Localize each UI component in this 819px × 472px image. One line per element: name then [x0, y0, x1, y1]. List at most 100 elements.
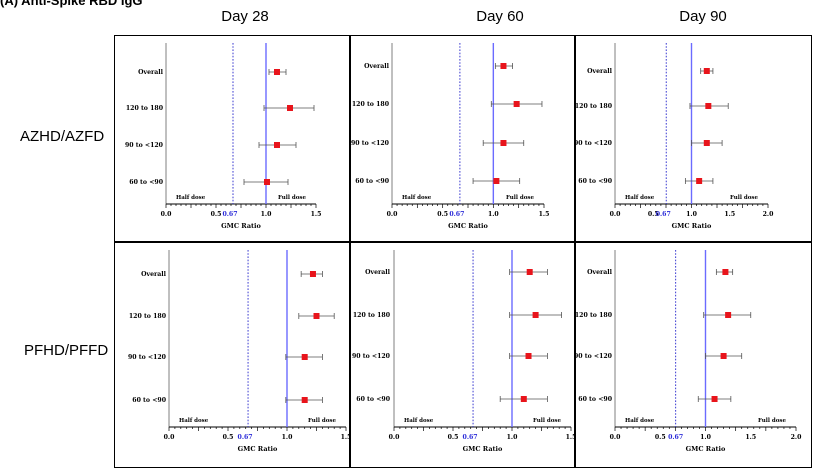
point-estimate — [274, 142, 280, 148]
point-estimate — [309, 271, 316, 277]
threshold-label: 0.67 — [449, 211, 464, 218]
category-label: 90 to <120 — [574, 140, 613, 147]
column-header-day-90: Day 90 — [679, 8, 727, 25]
half-dose-note: Half dose — [402, 195, 432, 201]
full-dose-note: Full dose — [278, 195, 307, 201]
x-tick-label: 1.0 — [282, 434, 293, 441]
x-axis-title: GMC Ratio — [672, 222, 712, 230]
category-label: 90 to <120 — [574, 353, 613, 360]
point-estimate — [301, 397, 308, 403]
column-header-day-60: Day 60 — [476, 8, 524, 25]
panel-frame — [350, 242, 575, 468]
x-axis-title: GMC Ratio — [463, 445, 503, 453]
category-label: Overall — [587, 269, 613, 276]
category-label: 120 to 180 — [126, 105, 164, 112]
point-estimate — [725, 312, 732, 318]
x-tick-label: 0.5 — [223, 434, 234, 441]
category-label: 120 to 180 — [575, 103, 613, 110]
row-label-pfhd-pffd: PFHD/PFFD — [24, 342, 109, 359]
x-axis-title: GMC Ratio — [221, 222, 261, 230]
category-label: 120 to 180 — [575, 312, 613, 319]
x-tick-label: 0.0 — [387, 211, 398, 218]
x-tick-label: 0.0 — [389, 434, 400, 441]
point-estimate — [722, 269, 729, 275]
threshold-label: 0.67 — [656, 211, 671, 218]
x-tick-label: 1.0 — [507, 434, 518, 441]
category-label: 60 to <90 — [129, 179, 163, 186]
category-label: 120 to 180 — [129, 313, 167, 320]
panel-frame — [114, 35, 350, 242]
point-estimate — [513, 101, 520, 107]
panel-frame — [114, 242, 350, 468]
half-dose-note: Half dose — [625, 195, 655, 201]
x-tick-label: 1.0 — [261, 211, 272, 218]
x-axis-title: GMC Ratio — [686, 445, 726, 453]
half-dose-note: Half dose — [179, 418, 209, 424]
panel-frame — [575, 242, 812, 468]
category-label: 90 to <120 — [128, 354, 167, 361]
category-label: 60 to <90 — [355, 178, 389, 185]
point-estimate — [301, 354, 308, 360]
full-dose-note: Full dose — [308, 418, 337, 424]
category-label: 60 to <90 — [132, 397, 166, 404]
point-estimate — [264, 179, 270, 185]
column-header-day-28: Day 28 — [221, 8, 269, 25]
category-label: 60 to <90 — [578, 396, 612, 403]
x-tick-label: 0.5 — [437, 211, 448, 218]
threshold-label: 0.67 — [222, 211, 237, 218]
x-tick-label: 0.0 — [161, 211, 172, 218]
x-tick-label: 1.5 — [745, 434, 756, 441]
point-estimate — [493, 178, 500, 184]
full-dose-note: Full dose — [506, 195, 535, 201]
x-tick-label: 0.0 — [164, 434, 175, 441]
category-label: Overall — [138, 69, 164, 76]
half-dose-note: Half dose — [404, 418, 434, 424]
row-label-azhd-azfd: AZHD/AZFD — [20, 128, 105, 145]
point-estimate — [500, 140, 507, 146]
category-label: 90 to <120 — [125, 142, 164, 149]
x-axis-title: GMC Ratio — [448, 222, 488, 230]
category-label: Overall — [364, 63, 390, 70]
point-estimate — [711, 396, 718, 402]
point-estimate — [313, 313, 320, 319]
point-estimate — [720, 353, 727, 359]
x-tick-label: 1.5 — [566, 434, 577, 441]
half-dose-note: Half dose — [176, 195, 206, 201]
point-estimate — [526, 269, 533, 275]
x-tick-label: 1.0 — [488, 211, 499, 218]
x-tick-label: 1.5 — [539, 211, 550, 218]
category-label: 120 to 180 — [353, 312, 391, 319]
x-tick-label: 0.0 — [610, 211, 621, 218]
point-estimate — [520, 396, 527, 402]
point-estimate — [703, 140, 710, 146]
x-tick-label: 1.5 — [724, 211, 735, 218]
category-label: 60 to <90 — [578, 178, 612, 185]
point-estimate — [532, 312, 539, 318]
threshold-label: 0.67 — [238, 434, 253, 441]
x-tick-label: 1.0 — [700, 434, 711, 441]
point-estimate — [525, 353, 532, 359]
figure-title: (A) Anti-Spike RBD IgG — [0, 0, 143, 8]
x-tick-label: 0.5 — [211, 211, 222, 218]
full-dose-note: Full dose — [730, 195, 759, 201]
point-estimate — [696, 178, 703, 184]
full-dose-note: Full dose — [533, 418, 562, 424]
x-tick-label: 1.5 — [311, 211, 322, 218]
panel-frame — [350, 35, 575, 242]
half-dose-note: Half dose — [625, 418, 655, 424]
x-tick-label: 1.5 — [341, 434, 352, 441]
x-tick-label: 0.5 — [648, 211, 659, 218]
x-tick-label: 0.5 — [655, 434, 666, 441]
category-label: Overall — [365, 269, 391, 276]
point-estimate — [705, 103, 712, 109]
x-axis-title: GMC Ratio — [238, 445, 278, 453]
category-label: Overall — [587, 68, 613, 75]
point-estimate — [500, 63, 507, 69]
category-label: 90 to <120 — [351, 140, 390, 147]
x-tick-label: 1.0 — [686, 211, 697, 218]
point-estimate — [287, 105, 293, 111]
x-tick-label: 0.0 — [610, 434, 621, 441]
panel-frame — [575, 35, 812, 242]
x-tick-label: 0.67 — [668, 434, 683, 441]
